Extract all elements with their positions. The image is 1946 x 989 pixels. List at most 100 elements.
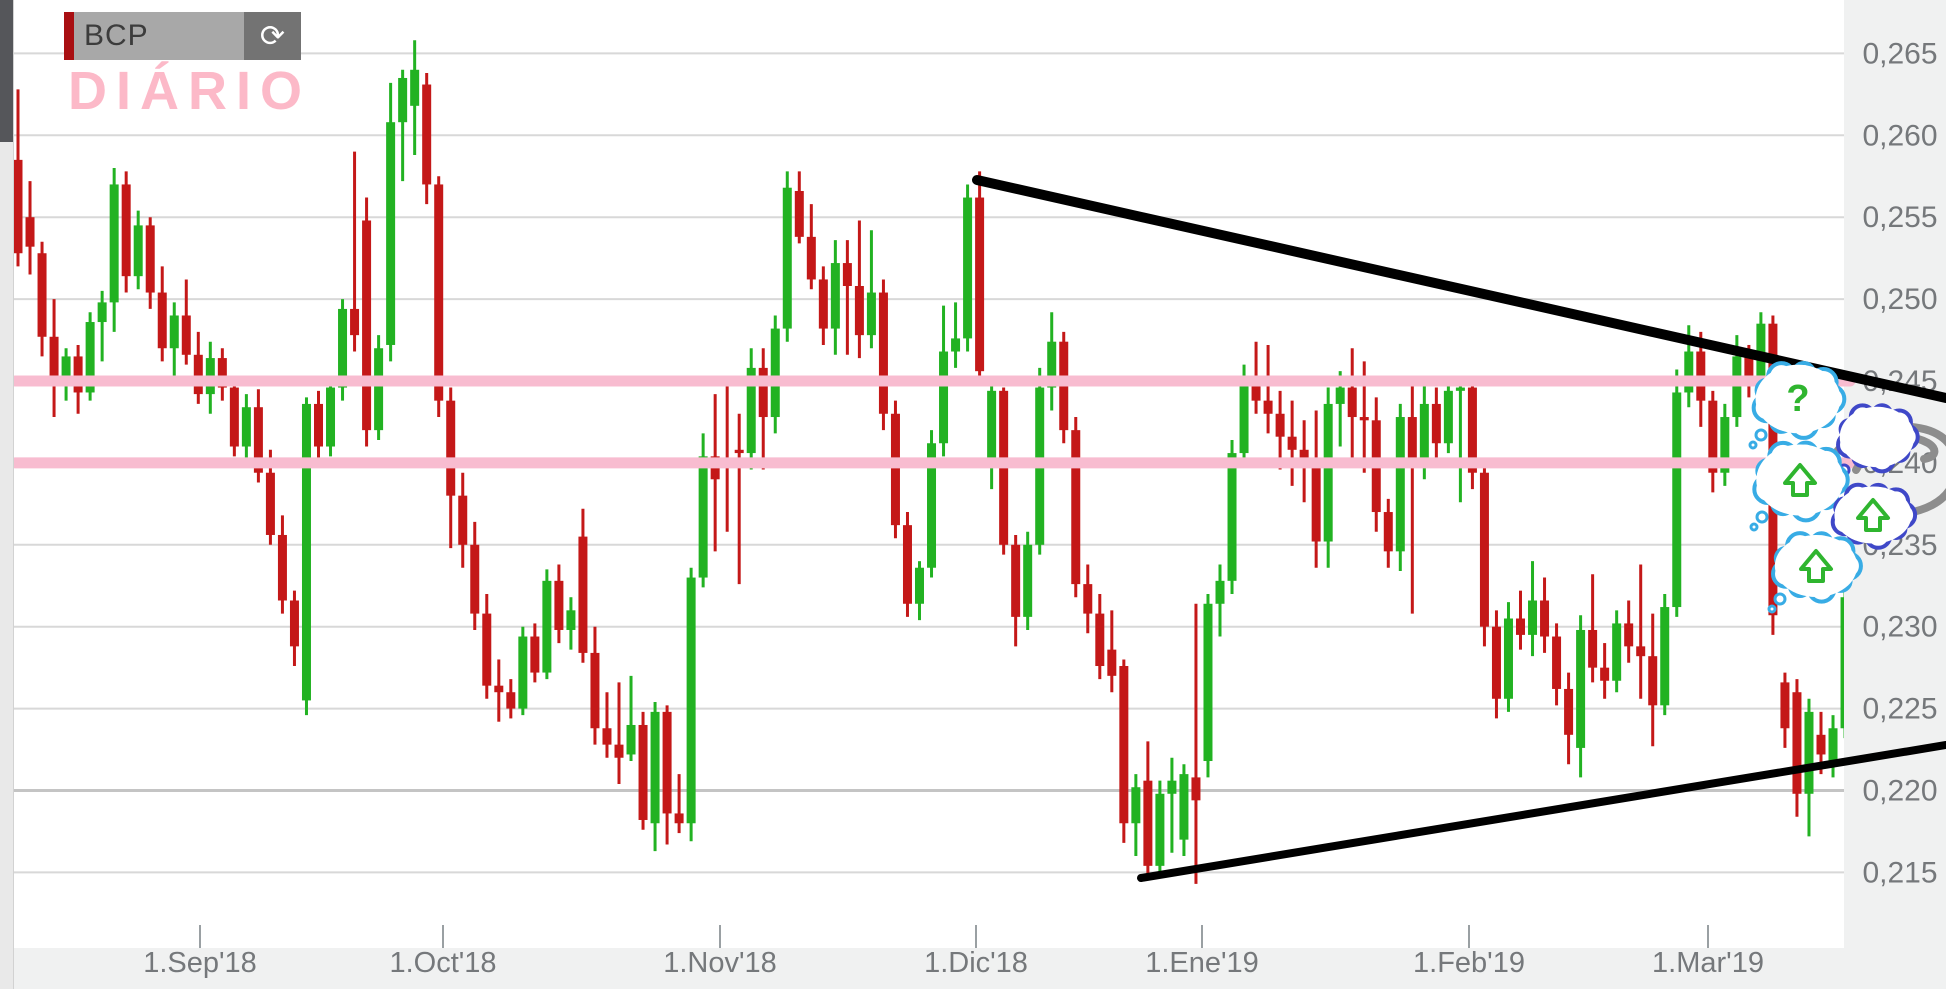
cloud-tail-dot [1773,592,1787,606]
ascending-lower-trendline [1137,741,1946,882]
arrow-up-icon [1799,549,1833,583]
candle-body [1131,787,1141,824]
candle-body [1588,629,1598,668]
candle-body [133,225,143,277]
candle-body [890,413,900,526]
candle-body [1419,403,1429,467]
candle-body [1516,618,1525,635]
candle-body [1756,323,1766,378]
symbol-label: BCP [84,19,149,52]
y-axis-label: 0,250 [1862,283,1937,316]
candle-body [1431,403,1441,444]
candle-body [1347,387,1357,418]
thought-cloud-annotation [1826,482,1918,561]
candle-body [374,348,384,431]
y-axis-label: 0,260 [1862,119,1937,152]
candle-body [458,495,468,545]
candle-body [1359,417,1369,421]
candle-body [1239,377,1249,454]
y-axis-label: 0,220 [1862,775,1937,808]
candle-body [229,387,239,447]
candle-body [1720,417,1730,473]
candle-body [37,253,47,337]
candle-body [939,351,949,444]
candle-body [1227,453,1237,581]
candle-body [217,358,227,388]
candle-body [1251,377,1261,401]
left-scrollbar-thumb[interactable] [0,0,13,142]
cloud-fill [1839,406,1915,468]
candle-body [566,610,576,630]
candle-body [1203,603,1213,762]
thought-cloud-annotation [1831,403,1920,485]
candle-body [638,724,648,820]
cloud-tail-dot [1755,510,1769,524]
candle-body [842,263,852,286]
x-axis-label: 1.Mar'19 [1652,947,1764,979]
cloud-tail-dot [1749,522,1759,532]
refresh-icon: ⟳ [259,19,286,53]
candle-body [314,403,323,447]
candle-body [818,279,828,329]
candle-body [1708,400,1718,473]
thought-cloud-annotation: ? [1748,360,1847,450]
candle-body [927,443,937,568]
candle-body [1780,682,1790,729]
candle-body [770,328,780,418]
candle-body [1455,387,1465,391]
candle-body [446,400,456,496]
candle-body [1191,777,1201,801]
candle-body [506,692,516,709]
candle-body [602,728,612,745]
candle-body [1179,774,1189,840]
candle-body [758,367,768,418]
candle-body [854,285,864,336]
candle-body [1576,629,1586,748]
candle-body [1263,400,1273,414]
candle-body [494,685,504,693]
cloud-tail-dot [1748,440,1758,450]
candle-body [951,338,961,352]
candle-body [241,407,251,447]
candle-body [782,187,792,329]
candle-body [1491,626,1501,699]
candle-body [145,225,155,293]
symbol-widget: BCP ⟳ [64,12,301,60]
candle-body [530,636,540,673]
candle-body [614,744,624,758]
candle-body [1095,613,1105,667]
candle-body [1275,413,1285,437]
candle-body [830,263,840,329]
cloud-tail-dot [1767,604,1777,614]
symbol-input[interactable]: BCP [74,12,244,60]
thought-cloud-annotation [1767,531,1863,614]
candle-body [626,724,636,755]
candle-body [1335,387,1345,404]
candle-body [1443,390,1453,444]
candle-body [61,356,71,378]
candle-body [1636,646,1646,657]
candle-body [963,197,973,339]
x-axis-label: 1.Oct'18 [389,947,496,979]
candle-body [746,367,756,454]
candle-body [1011,544,1021,617]
candle-body [1167,780,1177,794]
candle-body [25,217,35,247]
left-scrollbar[interactable] [0,0,14,989]
candle-body [1479,472,1489,627]
candle-body [1287,436,1297,450]
refresh-button[interactable]: ⟳ [244,12,301,60]
cloud-fill [1755,364,1841,434]
candle-body [1395,417,1405,552]
candle-body [518,636,528,709]
candle-body [97,302,107,323]
candle-body [1155,793,1165,866]
candle-body [794,190,804,237]
candle-body [1792,692,1802,794]
candle-body [73,356,83,393]
candle-body [1552,636,1562,689]
candle-body [1467,387,1477,473]
candle-body [470,544,480,614]
candle-body [301,403,311,701]
